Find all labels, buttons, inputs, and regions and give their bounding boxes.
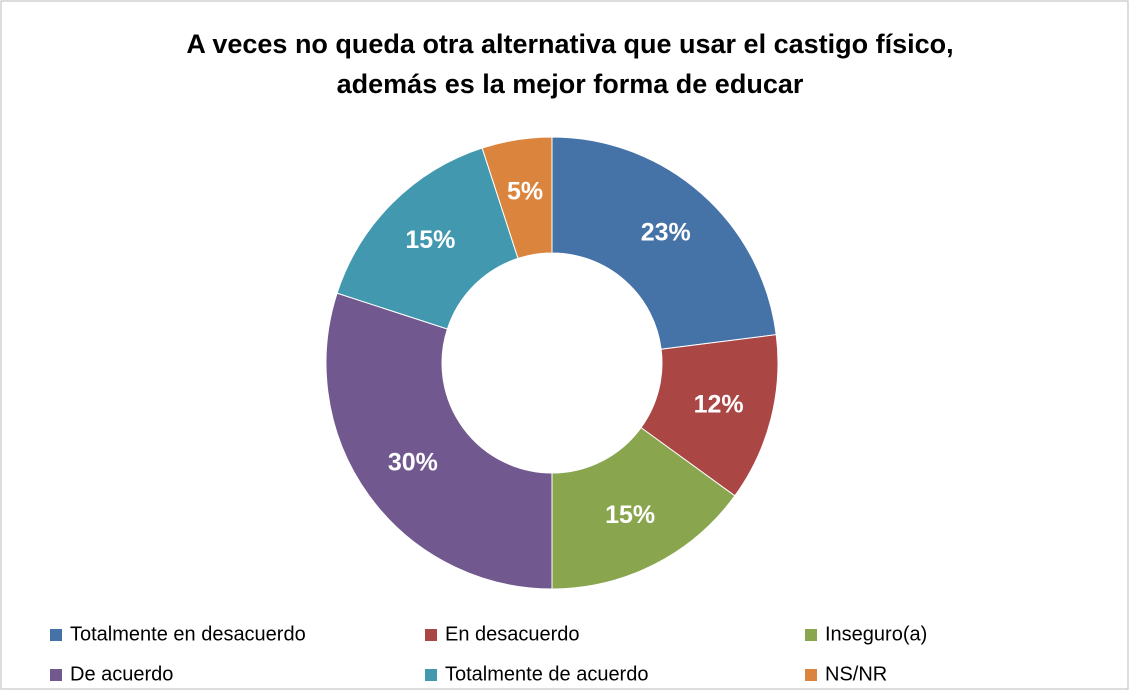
legend-label: De acuerdo: [70, 663, 173, 685]
data-label: 12%: [694, 390, 744, 418]
data-label: 23%: [641, 219, 691, 247]
legend-swatch: [805, 629, 817, 641]
chart-title: A veces no queda otra alternativa que us…: [186, 29, 953, 59]
data-label: 15%: [405, 226, 455, 254]
donut-slice: [325, 292, 553, 590]
donut-slice: [551, 136, 777, 350]
donut-slice: [551, 426, 736, 590]
legend-swatch: [425, 669, 437, 681]
data-label: 5%: [507, 178, 543, 206]
legend-label: NS/NR: [825, 663, 887, 685]
legend-swatch: [50, 669, 62, 681]
legend-swatch: [50, 629, 62, 641]
legend-label: En desacuerdo: [445, 623, 580, 645]
donut-slice: [481, 136, 553, 260]
donut-slice: [336, 147, 519, 330]
data-label: 30%: [388, 449, 438, 477]
legend-swatch: [805, 669, 817, 681]
legend-label: Inseguro(a): [825, 623, 927, 645]
legend-label: Totalmente en desacuerdo: [70, 623, 306, 645]
data-label: 15%: [605, 501, 655, 529]
chart-title: además es la mejor forma de educar: [337, 69, 804, 99]
legend-swatch: [425, 629, 437, 641]
legend-label: Totalmente de acuerdo: [445, 663, 648, 685]
